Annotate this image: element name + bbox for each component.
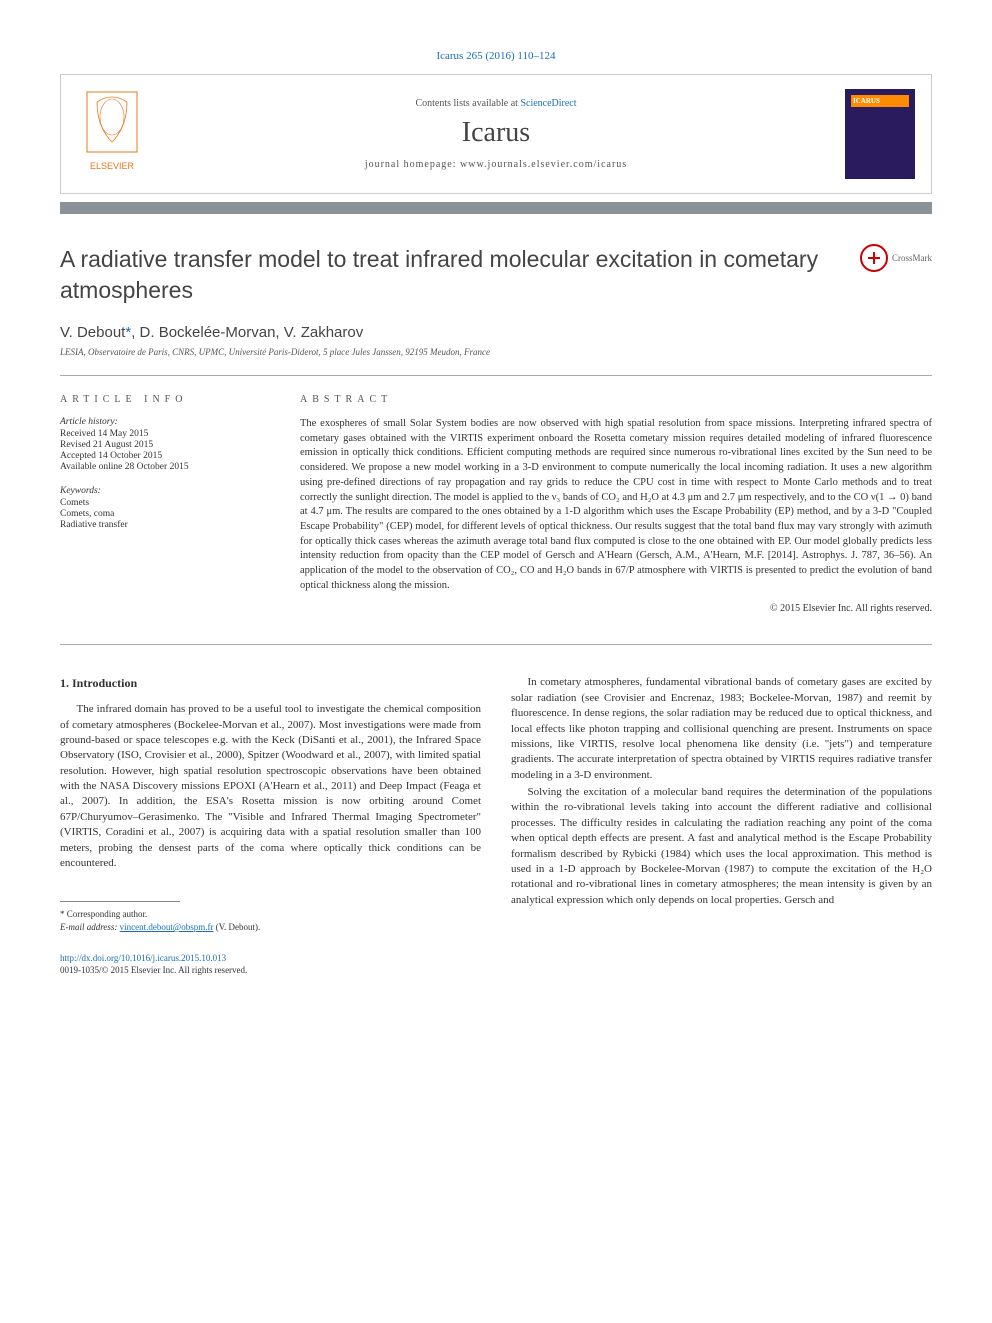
abstract-copyright: © 2015 Elsevier Inc. All rights reserved… <box>300 603 932 614</box>
sciencedirect-link[interactable]: ScienceDirect <box>520 98 576 109</box>
body-paragraph: In cometary atmospheres, fundamental vib… <box>511 675 932 783</box>
body-paragraph: The infrared domain has proved to be a u… <box>60 702 481 871</box>
article-history-heading: Article history: <box>60 417 260 427</box>
history-revised: Revised 21 August 2015 <box>60 440 260 450</box>
keyword: Comets, coma <box>60 509 260 519</box>
doi-link[interactable]: http://dx.doi.org/10.1016/j.icarus.2015.… <box>60 953 226 963</box>
svg-text:ELSEVIER: ELSEVIER <box>90 161 135 171</box>
abstract-label: ABSTRACT <box>300 394 932 405</box>
divider <box>60 644 932 645</box>
section-heading: 1. Introduction <box>60 675 481 692</box>
author-list: V. Debout*, D. Bockelée-Morvan, V. Zakha… <box>60 324 932 341</box>
journal-name: Icarus <box>167 117 825 149</box>
body-column-left: 1. Introduction The infrared domain has … <box>60 675 481 976</box>
journal-homepage: journal homepage: www.journals.elsevier.… <box>167 159 825 170</box>
keyword: Comets <box>60 498 260 508</box>
body-column-right: In cometary atmospheres, fundamental vib… <box>511 675 932 976</box>
body-paragraph: Solving the excitation of a molecular ba… <box>511 785 932 908</box>
email-link[interactable]: vincent.debout@obspm.fr <box>120 922 214 932</box>
keyword: Radiative transfer <box>60 520 260 530</box>
email-footnote: E-mail address: vincent.debout@obspm.fr … <box>60 921 481 934</box>
corresponding-author-footnote: * Corresponding author. <box>60 908 481 921</box>
history-received: Received 14 May 2015 <box>60 429 260 439</box>
elsevier-logo: ELSEVIER <box>77 87 147 181</box>
citation-header: Icarus 265 (2016) 110–124 <box>60 50 932 62</box>
article-info-label: ARTICLE INFO <box>60 394 260 405</box>
keywords-heading: Keywords: <box>60 486 260 496</box>
affiliation: LESIA, Observatoire de Paris, CNRS, UPMC… <box>60 347 932 357</box>
issn-copyright: 0019-1035/© 2015 Elsevier Inc. All right… <box>60 965 247 975</box>
journal-cover-thumbnail: ICARUS <box>845 89 915 179</box>
abstract-text: The exospheres of small Solar System bod… <box>300 417 932 593</box>
crossmark-badge[interactable]: CrossMark <box>860 244 932 272</box>
journal-header-box: ELSEVIER Contents lists available at Sci… <box>60 74 932 194</box>
header-divider-bar <box>60 202 932 214</box>
history-online: Available online 28 October 2015 <box>60 462 260 472</box>
crossmark-icon <box>860 244 888 272</box>
contents-available-text: Contents lists available at ScienceDirec… <box>167 98 825 109</box>
doi-footer: http://dx.doi.org/10.1016/j.icarus.2015.… <box>60 952 481 977</box>
history-accepted: Accepted 14 October 2015 <box>60 451 260 461</box>
article-info-column: ARTICLE INFO Article history: Received 1… <box>60 394 260 614</box>
abstract-column: ABSTRACT The exospheres of small Solar S… <box>300 394 932 614</box>
divider <box>60 375 932 376</box>
footnote-divider <box>60 901 180 902</box>
article-title: A radiative transfer model to treat infr… <box>60 244 840 306</box>
